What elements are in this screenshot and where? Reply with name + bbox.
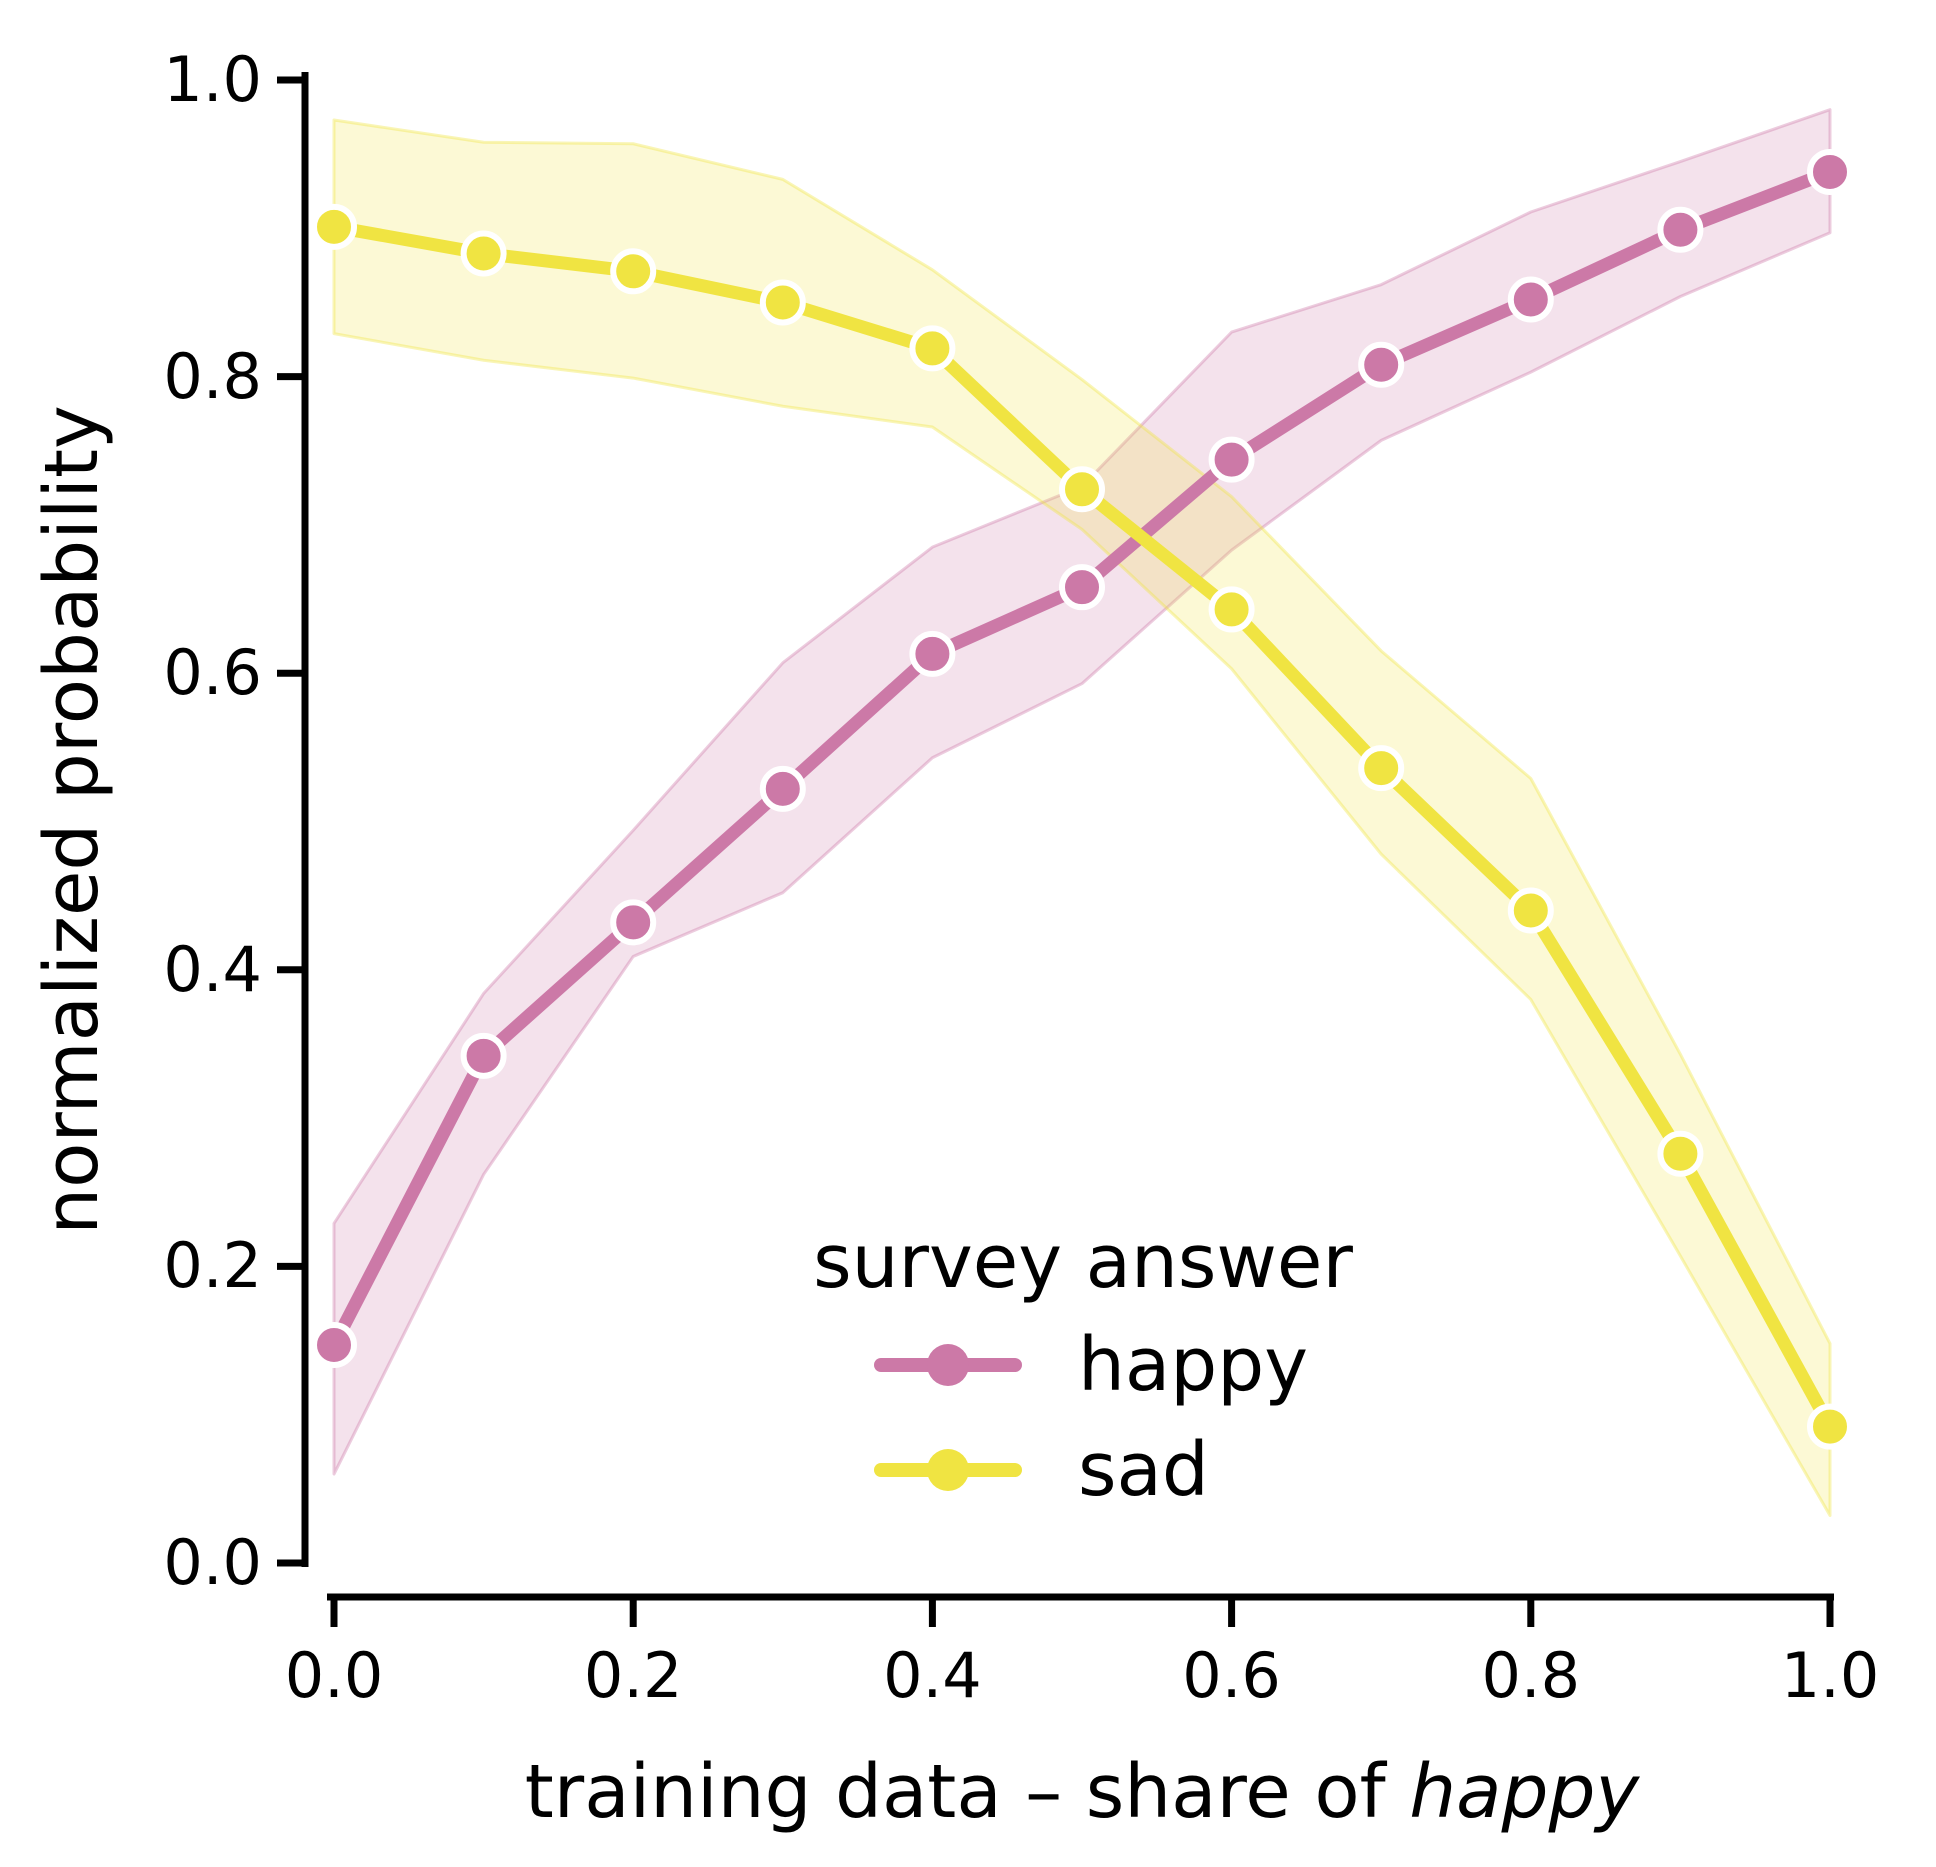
y-tick-label: 0.2: [163, 1229, 262, 1303]
sad-point: [1059, 466, 1105, 513]
happy-point: [909, 630, 956, 677]
sad-point: [1507, 887, 1554, 934]
sad-point: [460, 230, 507, 277]
y-tick-label: 1.0: [163, 43, 262, 116]
happy-point: [759, 765, 806, 812]
sad-point: [1358, 745, 1405, 792]
y-tick-label: 0.4: [163, 932, 262, 1006]
legend-title: survey answer: [813, 1219, 1353, 1305]
y-tick-label: 0.0: [163, 1526, 262, 1599]
happy-point: [311, 1321, 357, 1368]
happy-point: [1507, 276, 1554, 323]
happy-point: [1807, 148, 1853, 195]
sad-point: [1807, 1403, 1853, 1450]
x-axis-title-text: training data – share of: [524, 1749, 1410, 1835]
x-tick-label: 0.6: [1182, 1639, 1281, 1712]
sad-point: [1657, 1130, 1704, 1177]
legend-marker-dot-sad: [927, 1449, 969, 1491]
x-axis-title-italic: happy: [1409, 1749, 1640, 1835]
happy-point: [1059, 564, 1105, 611]
x-tick-label: 0.2: [583, 1639, 683, 1712]
x-tick-label: 1.0: [1780, 1639, 1880, 1712]
happy-point: [610, 899, 657, 946]
sad-point: [909, 325, 956, 372]
sad-point: [759, 279, 806, 326]
sad-point: [610, 248, 657, 295]
y-axis-title: normalized probability: [29, 405, 115, 1235]
x-tick-label: 0.0: [284, 1639, 384, 1712]
x-tick-label: 0.8: [1481, 1639, 1581, 1712]
happy-point: [1358, 341, 1405, 388]
x-axis-title: training data – share of happy: [482, 1746, 1682, 1838]
happy-point: [460, 1032, 507, 1079]
sad-point: [311, 203, 357, 250]
legend-label-sad: sad: [1078, 1427, 1209, 1513]
legend-label-happy: happy: [1078, 1322, 1308, 1408]
legend-marker-dot-happy: [927, 1344, 969, 1386]
happy-point: [1208, 436, 1255, 483]
y-tick-label: 0.8: [163, 339, 262, 413]
y-tick-label: 0.6: [163, 636, 262, 710]
x-tick-label: 0.4: [883, 1639, 982, 1712]
sad-point: [1208, 586, 1255, 633]
happy-point: [1657, 206, 1704, 253]
